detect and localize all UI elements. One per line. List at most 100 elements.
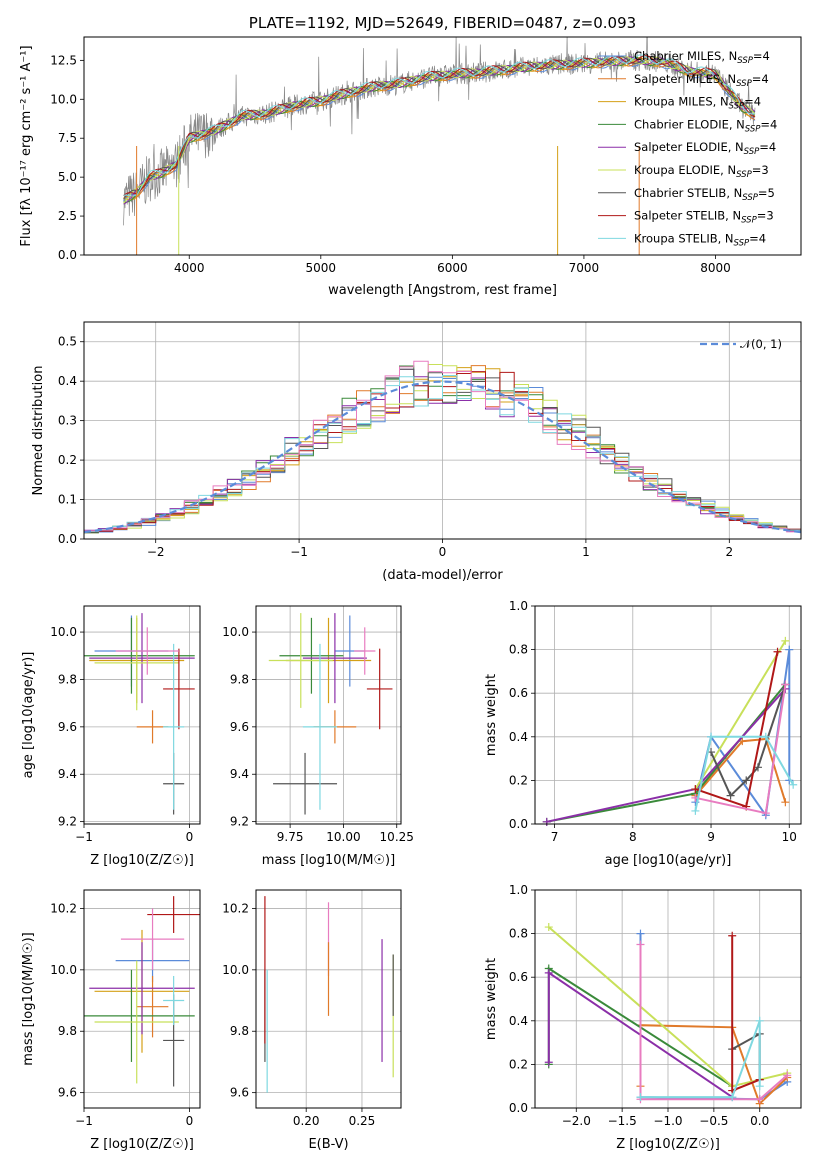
axes-frame <box>255 605 402 825</box>
y-tick-label: 0.3 <box>58 414 77 428</box>
y-axis-label: Normed distribution <box>31 366 46 496</box>
x-tick-label: 9.75 <box>277 830 304 844</box>
series-marker <box>773 647 782 656</box>
x-axis-label: wavelength [Angstrom, rest frame] <box>328 283 557 298</box>
y-tick-label: 0.1 <box>58 493 77 507</box>
series-marker <box>544 968 553 977</box>
y-tick-label: 10.0 <box>50 963 77 977</box>
x-axis-label: (data-model)/error <box>382 568 503 583</box>
series-marker <box>544 923 553 932</box>
massweight-vs-age-panel: 7 8 9 10 0.0 0.2 0.4 0.6 0.8 1.0 age [log10(age/yr… <box>484 599 802 868</box>
y-tick-label: 9.4 <box>58 767 77 781</box>
x-axis-label: E(B-V) <box>308 1137 348 1152</box>
y-tick-label: 10.0 <box>50 92 77 106</box>
x-tick-label: 2 <box>725 545 733 559</box>
x-tick-label: −1.5 <box>608 1114 637 1128</box>
series-marker <box>789 780 798 789</box>
legend-label: Salpeter MILES, NSSP=4 <box>634 72 769 89</box>
axes-frame <box>83 36 802 256</box>
y-tick-label: 9.8 <box>58 1024 77 1038</box>
chart-title: PLATE=1192, MJD=52649, FIBERID=0487, z=0… <box>249 14 636 32</box>
series-marker <box>544 1058 553 1067</box>
model-line <box>123 56 756 205</box>
x-tick-label: 5000 <box>306 261 337 275</box>
legend-label: Salpeter ELODIE, NSSP=4 <box>634 140 776 157</box>
y-tick-label: 0.2 <box>509 1057 528 1071</box>
series-line <box>694 735 795 812</box>
series-marker <box>781 636 790 645</box>
plot-area <box>544 923 792 1108</box>
series-marker <box>781 680 790 689</box>
series-marker <box>755 1095 764 1104</box>
legend-label: 𝒩(0, 1) <box>740 337 782 351</box>
series-marker <box>542 817 551 826</box>
series-marker <box>691 785 700 794</box>
y-tick-label: 9.6 <box>58 720 77 734</box>
series-marker <box>755 1016 764 1025</box>
legend-label: Kroupa ELODIE, NSSP=3 <box>634 163 769 180</box>
x-tick-label: 8000 <box>700 261 731 275</box>
y-tick-label: 0.8 <box>509 927 528 941</box>
y-tick-label: 0.6 <box>509 686 528 700</box>
model-line <box>123 54 756 197</box>
y-tick-label: 10.0 <box>50 625 77 639</box>
x-tick-label: −2 <box>147 545 165 559</box>
plot-area <box>84 613 195 815</box>
x-tick-label: 7 <box>551 830 559 844</box>
histogram-step <box>84 360 801 535</box>
series-marker <box>726 791 735 800</box>
series-line <box>694 649 791 818</box>
spectrum-panel: 4000 5000 6000 7000 8000 0.0 2.5 5.0 7.5 10.0 12.5… <box>19 14 802 298</box>
x-axis-label: Z [log10(Z/Z☉)] <box>616 1137 720 1152</box>
y-tick-label: 0.6 <box>509 970 528 984</box>
legend-label: Chabrier MILES, NSSP=4 <box>634 49 770 66</box>
mass-vs-Z-panel: −1 0 9.6 9.8 10.0 10.2 Z [log10(Z/Z☉)] mass [lo… <box>21 889 201 1152</box>
y-tick-label: 0.4 <box>509 730 528 744</box>
x-tick-label: −1 <box>75 1114 93 1128</box>
series-marker <box>761 809 770 818</box>
y-tick-label: 0.4 <box>58 374 77 388</box>
axes-frame <box>534 889 802 1109</box>
x-tick-label: −1 <box>75 830 93 844</box>
y-tick-label: 9.4 <box>230 767 249 781</box>
x-tick-label: 4000 <box>174 261 205 275</box>
y-tick-label: 0.0 <box>58 532 77 546</box>
series-marker <box>755 1082 764 1091</box>
x-tick-label: 1 <box>582 545 590 559</box>
series-line <box>639 944 788 1101</box>
y-axis-label: Flux [fλ 10⁻¹⁷ erg cm⁻² s⁻¹ A⁻¹] <box>19 45 34 246</box>
spectrum-plot-area <box>123 37 756 255</box>
x-tick-label: 6000 <box>437 261 468 275</box>
residuals-panel: −2 −1 0 1 2 0.0 0.1 0.2 0.3 0.4 0.5 (data-model)/er… <box>31 321 802 583</box>
y-tick-label: 9.6 <box>58 1086 77 1100</box>
gaussian-curve <box>84 380 801 534</box>
model-line <box>123 55 756 197</box>
x-tick-label: −0.5 <box>699 1114 728 1128</box>
x-tick-label: −1.0 <box>653 1114 682 1128</box>
series-marker <box>636 940 645 949</box>
y-tick-label: 9.6 <box>230 1086 249 1100</box>
legend-label: Kroupa MILES, NSSP=4 <box>634 95 761 112</box>
y-axis-label: age [log10(age/yr)] <box>21 652 36 779</box>
y-tick-label: 7.5 <box>58 131 77 145</box>
y-tick-label: 1.0 <box>509 883 528 897</box>
y-tick-label: 0.5 <box>58 335 77 349</box>
series-line <box>546 688 787 823</box>
x-tick-label: 10 <box>782 830 797 844</box>
y-tick-label: 0.2 <box>58 453 77 467</box>
y-tick-label: 0.8 <box>509 643 528 657</box>
legend-label: Chabrier STELIB, NSSP=5 <box>634 186 775 203</box>
axes-frame <box>83 321 802 540</box>
y-axis-label: mass weight <box>484 958 499 1040</box>
plot-area <box>268 613 393 815</box>
massweight-vs-Z-panel: −2.0 −1.5 −1.0 −0.5 0.0 0.0 0.2 0.4 0.6 0.8 1.0 Z [… <box>484 883 802 1152</box>
series-marker <box>636 929 645 938</box>
age-vs-mass-panel: 9.75 10.00 10.25 9.2 9.4 9.6 9.8 10.0 mass [log1… <box>222 605 414 868</box>
y-axis-label: mass [log10(M/M☉)] <box>21 932 36 1065</box>
x-tick-label: 0 <box>439 545 447 559</box>
y-tick-label: 0.0 <box>58 248 77 262</box>
y-tick-label: 5.0 <box>58 170 77 184</box>
plot-area <box>542 636 798 826</box>
y-tick-label: 9.8 <box>230 672 249 686</box>
